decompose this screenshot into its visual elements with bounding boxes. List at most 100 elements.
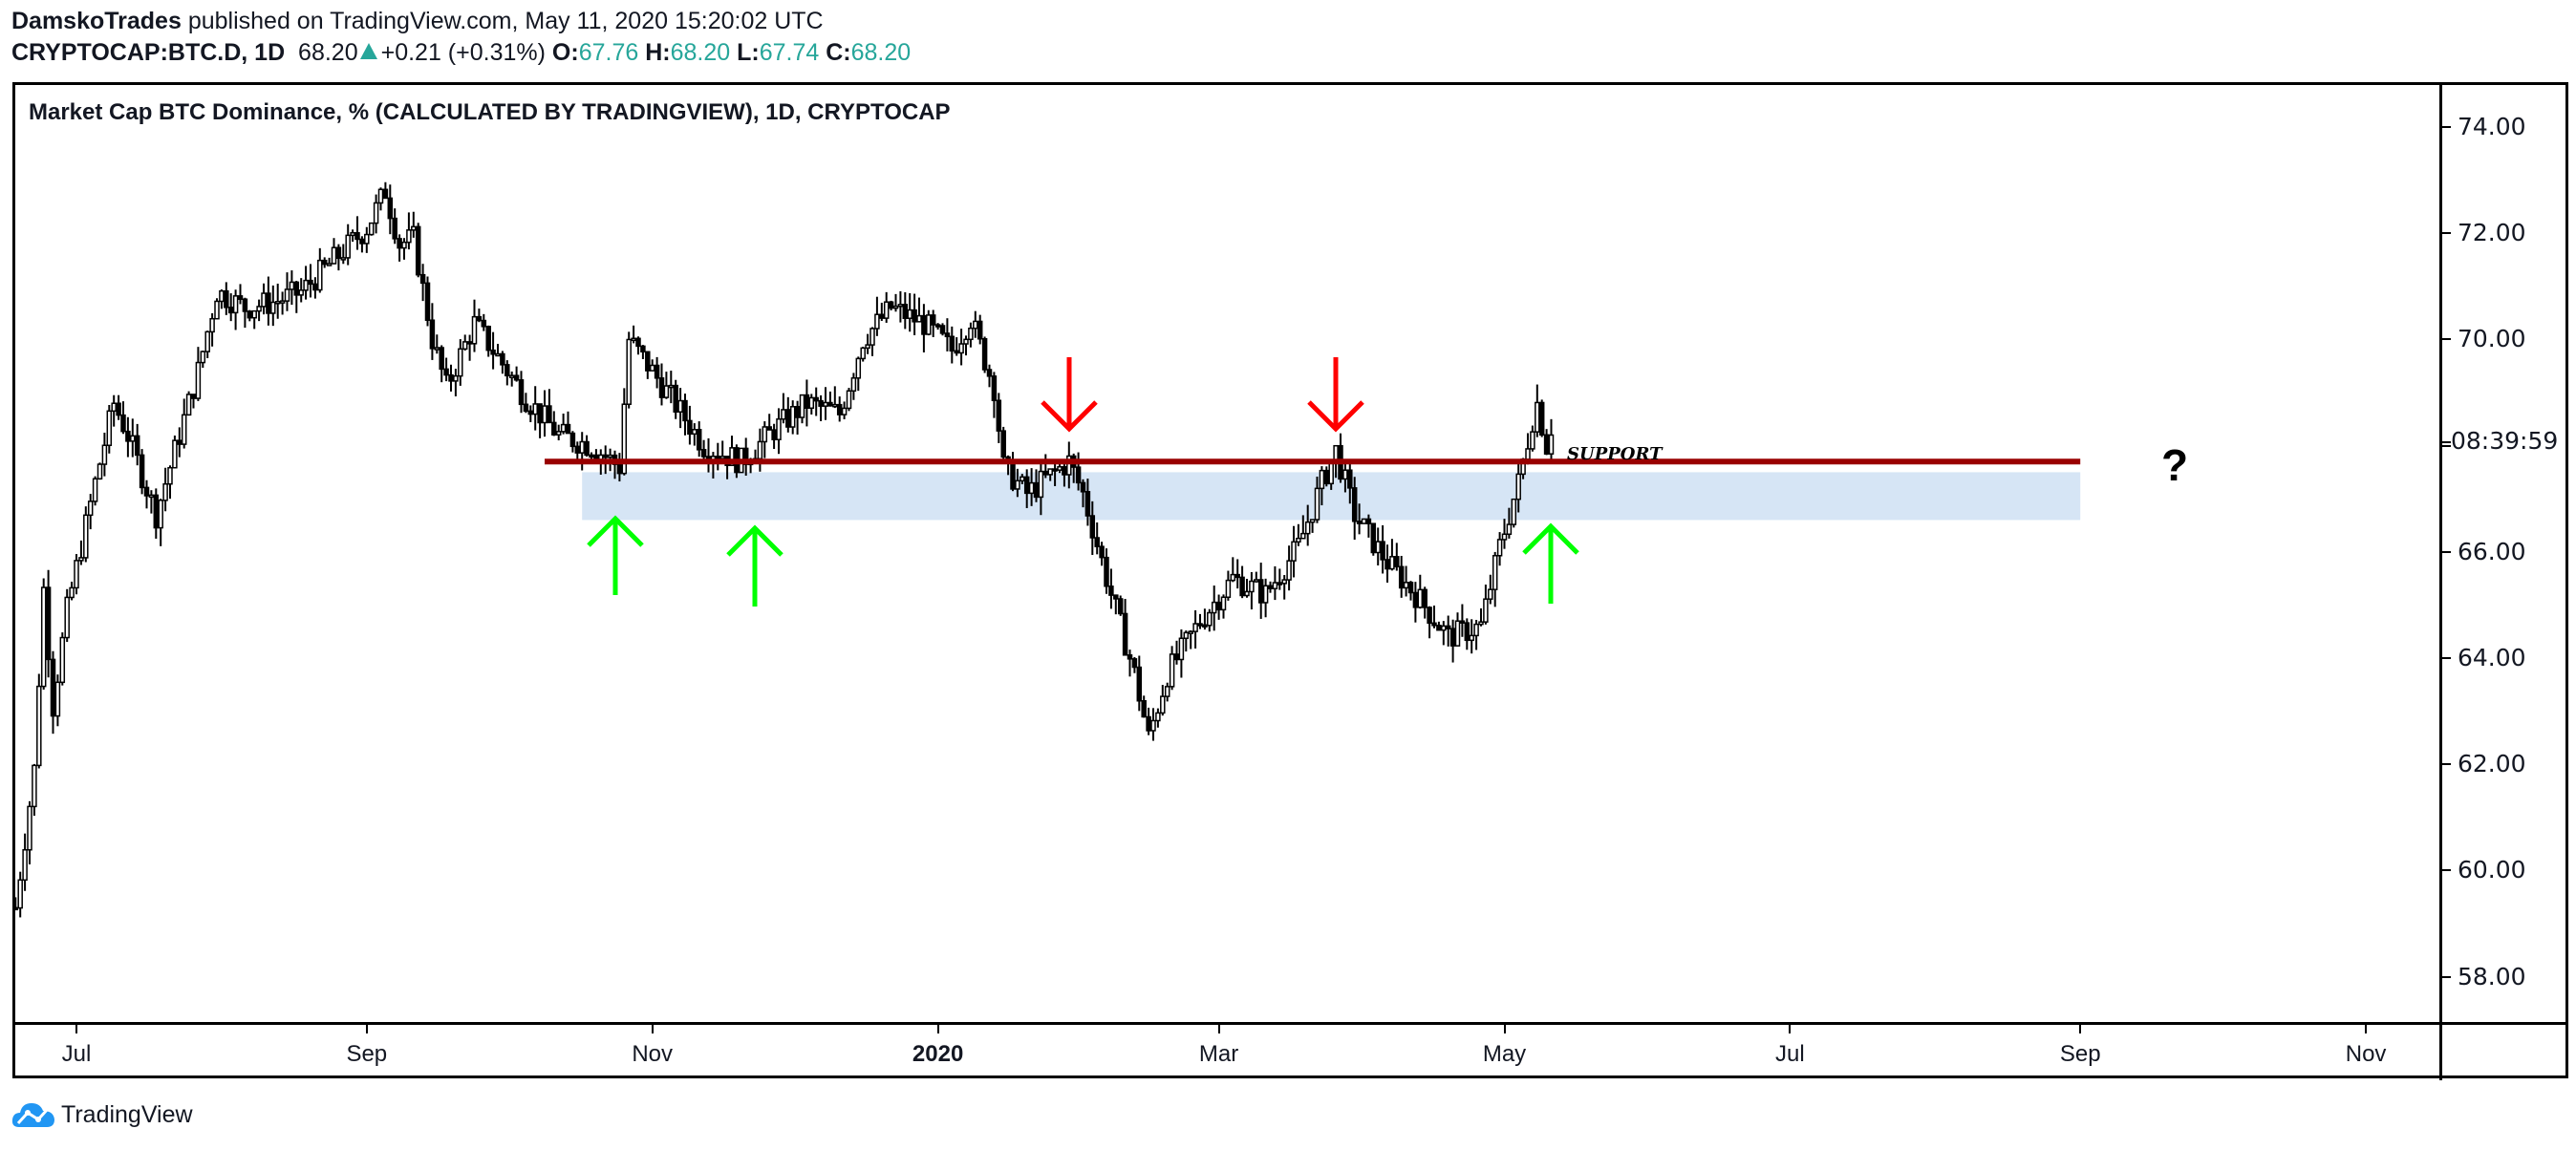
candle-body (719, 456, 725, 459)
x-tick-label: Jul (1775, 1041, 1805, 1067)
price-change: +0.21 (+0.31%) (380, 39, 546, 66)
candle-body (1117, 598, 1124, 615)
bar-countdown: 08:39:59 (2451, 427, 2565, 458)
open-label: O: (551, 39, 579, 66)
candle-body (17, 879, 23, 909)
candle-body (879, 313, 885, 319)
candle-body (364, 233, 370, 245)
candle-body (1146, 715, 1151, 732)
y-tick-label: 66.00 (2458, 537, 2526, 565)
candle-body (569, 432, 576, 448)
candle-body (1347, 469, 1353, 489)
candle-body (692, 429, 698, 436)
symbol-info: CRYPTOCAP:BTC.D, 1D 68.20 +0.21 (+0.31%) … (11, 39, 911, 67)
candle-body (892, 305, 899, 309)
tradingview-cloud-icon (11, 1103, 54, 1127)
candle-body (1220, 596, 1227, 611)
candle-body (1023, 476, 1030, 495)
candle-body (1234, 573, 1240, 579)
candle-body (143, 486, 150, 497)
candle-body (148, 494, 155, 499)
candle-body (120, 414, 126, 433)
x-tick-label: Nov (2345, 1041, 2387, 1067)
candle-body (101, 444, 108, 465)
candle-body (97, 463, 103, 480)
candle-body (130, 435, 136, 442)
candle-body (424, 282, 431, 321)
candle-body (1530, 431, 1535, 450)
candle-body (476, 315, 483, 322)
symbol-label: CRYPTOCAP:BTC.D, 1D (11, 39, 286, 66)
tradingview-logo[interactable]: TradingView (11, 1100, 193, 1129)
candle-body (495, 352, 501, 357)
candle-body (298, 289, 304, 296)
candle-body (224, 289, 229, 309)
candle-body (1257, 579, 1264, 604)
candle-body (87, 500, 94, 517)
candle-body (1108, 586, 1114, 596)
candle-body (373, 202, 379, 224)
candle-body (116, 402, 121, 416)
candle-body (1281, 579, 1287, 585)
candle-body (270, 301, 276, 314)
candle-body (547, 405, 552, 424)
low-value: 67.74 (759, 39, 820, 66)
candle-body (1478, 621, 1484, 626)
candle-body (1436, 625, 1442, 631)
candle-body (860, 347, 866, 360)
candle-body (832, 403, 838, 408)
author-name[interactable]: DamskoTrades (11, 8, 182, 34)
candle-body (897, 304, 904, 308)
candle-body (1319, 469, 1325, 490)
candle-body (1356, 521, 1363, 524)
candle-body (1173, 653, 1180, 661)
candle-body (1169, 653, 1175, 688)
candle-body (490, 349, 496, 355)
candle-body (673, 384, 678, 413)
close-label: C: (826, 39, 851, 66)
candle-body (631, 337, 636, 342)
candle-body (1328, 460, 1334, 485)
candle-body (621, 403, 628, 475)
y-tick-label: 62.00 (2458, 750, 2526, 778)
candle-body (1417, 588, 1424, 608)
candle-body (1488, 588, 1493, 600)
price-chart[interactable]: SUPPORT? (0, 0, 2439, 1022)
candle-body (219, 289, 225, 303)
candle-body (1445, 625, 1451, 629)
candle-body (111, 402, 117, 413)
candle-body (1267, 585, 1274, 590)
candle-body (1028, 481, 1035, 495)
candle-body (626, 338, 632, 405)
candle-body (579, 440, 585, 454)
candle-body (261, 292, 267, 308)
candle-body (1323, 469, 1330, 485)
candle-body (874, 313, 880, 330)
candle-body (462, 341, 468, 351)
candle-body (401, 241, 407, 249)
candle-body (986, 369, 993, 377)
high-label: H: (645, 39, 671, 66)
candle-body (574, 445, 581, 454)
candle-body (266, 292, 271, 314)
candle-body (855, 357, 862, 379)
candle-body (607, 454, 613, 458)
candle-body (1389, 556, 1395, 570)
candle-body (106, 410, 113, 447)
candle-body (865, 344, 870, 350)
countdown-tick (2442, 441, 2451, 443)
x-tick (2079, 1025, 2082, 1033)
candle-body (1084, 491, 1091, 517)
candle-body (1104, 556, 1109, 587)
candle-body (715, 456, 721, 459)
candle-body (827, 401, 833, 407)
candle-body (22, 849, 28, 882)
candle-body (345, 234, 351, 259)
x-tick-label: Sep (346, 1041, 388, 1067)
candle-body (687, 419, 693, 436)
down-arrow-icon (1307, 400, 1364, 433)
candle-body (167, 466, 173, 485)
question-mark: ? (2161, 440, 2188, 490)
candle-body (200, 351, 206, 364)
candle-body (1449, 628, 1456, 647)
